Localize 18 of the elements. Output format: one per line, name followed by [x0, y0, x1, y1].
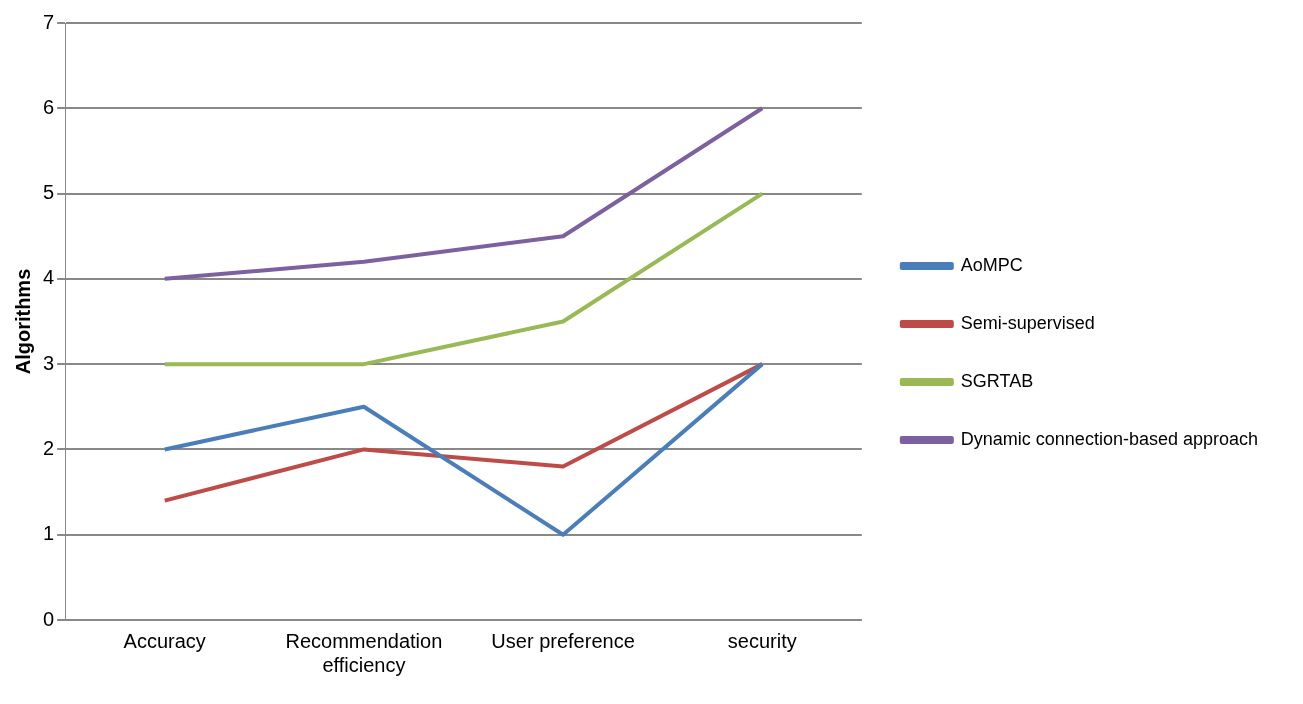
x-tick-label: Accuracy [123, 629, 206, 652]
legend-label: Semi-supervised [960, 312, 1095, 333]
y-tick-label: 6 [43, 95, 55, 118]
x-tick-label: User preference [491, 629, 635, 652]
legend-label: Dynamic connection-based approach [960, 428, 1259, 449]
category-label: Recommendation [285, 629, 443, 652]
y-tick-label: 7 [43, 10, 55, 33]
y-tick-label: 3 [43, 351, 55, 374]
y-axis-title: Algorithms [11, 268, 34, 375]
legend-label: AoMPC [960, 254, 1023, 275]
category-label: efficiency [322, 653, 406, 676]
y-tick-label: 5 [43, 181, 55, 204]
y-tick-label: 1 [43, 522, 55, 545]
legend-label: SGRTAB [960, 370, 1034, 391]
x-tick-label: security [727, 629, 797, 652]
y-tick-label: 2 [43, 436, 55, 459]
y-tick-label: 4 [43, 266, 55, 289]
y-tick-label: 0 [43, 607, 55, 630]
